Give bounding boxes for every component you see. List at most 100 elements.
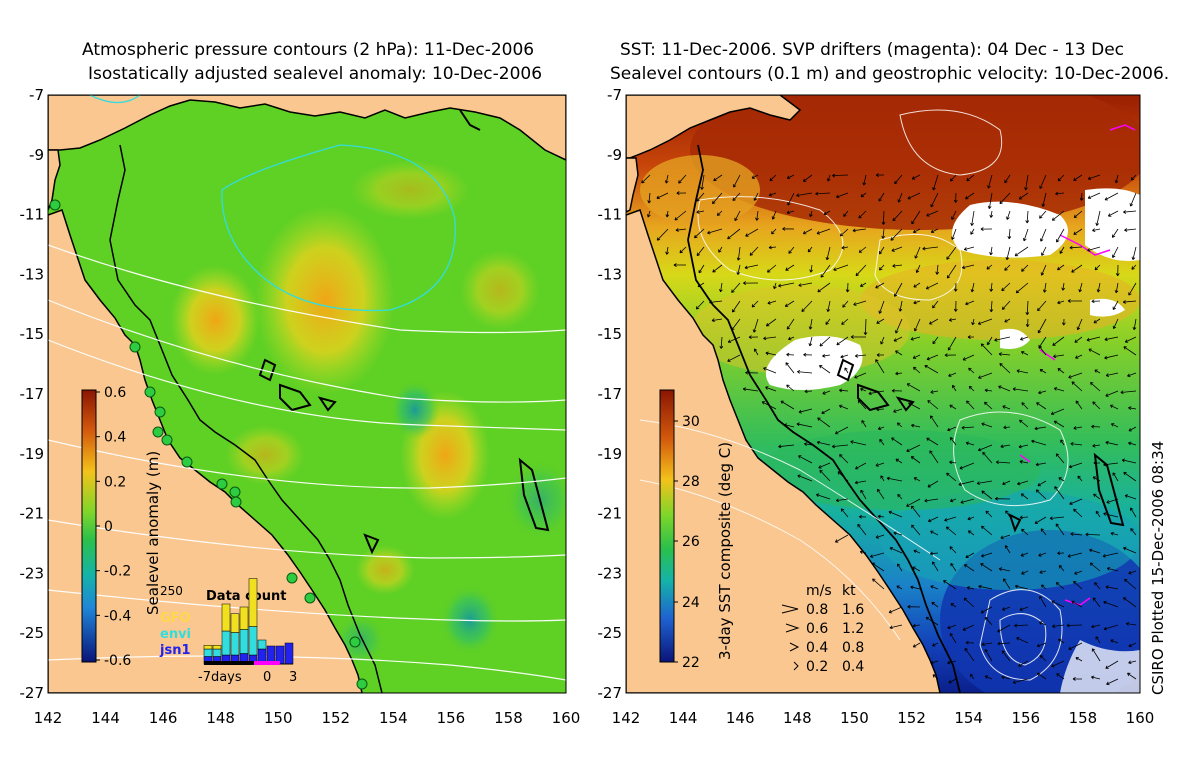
velocity-arrow	[925, 282, 939, 290]
velocity-arrow	[1071, 381, 1083, 392]
velocity-arrow	[1089, 548, 1101, 554]
left-y-tick-label: -11	[20, 206, 45, 224]
velocity-arrow	[1002, 405, 1011, 410]
velocity-arrow	[895, 458, 903, 464]
velocity-arrow	[1014, 246, 1029, 257]
velocity-arrow	[858, 210, 867, 219]
tide-gauge-station	[304, 592, 316, 604]
velocity-arrow	[930, 192, 939, 208]
velocity-arrow	[751, 300, 759, 308]
velocity-arrow	[1058, 565, 1065, 572]
left-shelf-contour	[109, 144, 383, 693]
velocity-arrow	[997, 641, 1011, 646]
velocity-arrow	[748, 335, 759, 340]
velocity-arrow	[1007, 228, 1012, 240]
velocity-arrow	[875, 282, 885, 289]
velocity-arrow	[1073, 174, 1083, 181]
velocity-arrow	[1067, 299, 1083, 303]
velocity-arrow	[802, 228, 813, 235]
velocity-arrow	[998, 352, 1011, 357]
velocity-arrow	[1001, 300, 1011, 310]
velocity-arrow	[984, 616, 993, 626]
data-count-bar-gfo	[248, 578, 258, 627]
velocity-arrow	[985, 510, 993, 518]
velocity-arrow	[1068, 372, 1083, 379]
velocity-arrow	[1131, 246, 1137, 260]
velocity-arrow	[879, 246, 885, 255]
right-x-tick-label: 158	[1069, 709, 1098, 727]
velocity-arrow	[1073, 580, 1083, 590]
left-title-line1: Atmospheric pressure contours (2 hPa): 1…	[82, 40, 535, 60]
left-x-tick-label: 150	[264, 709, 293, 727]
left-y-tick-label: -7	[29, 86, 44, 104]
velocity-arrow	[930, 415, 939, 428]
velocity-arrow	[981, 490, 993, 500]
velocity-arrow	[980, 563, 993, 572]
right-y-tick-label: -11	[598, 206, 623, 224]
velocity-arrow	[932, 336, 939, 345]
velocity-arrow	[1124, 336, 1137, 343]
velocity-arrow	[854, 372, 867, 379]
velocity-arrow	[1042, 282, 1047, 293]
velocity-arrow	[1035, 462, 1047, 467]
velocity-arrow	[930, 585, 939, 590]
velocity-arrow	[1112, 300, 1119, 310]
data-count-title: Data count	[206, 589, 286, 604]
velocity-legend-kt: 1.6	[842, 602, 864, 618]
velocity-arrow	[1128, 660, 1137, 665]
velocity-arrow	[935, 264, 940, 275]
right-x-tick-label: 148	[783, 709, 812, 727]
velocity-arrow	[839, 228, 849, 237]
velocity-arrow	[871, 562, 885, 572]
data-count-legend-gfo: GFO	[160, 611, 191, 626]
right-y-tick-label: -21	[598, 505, 623, 523]
velocity-arrow	[911, 210, 921, 225]
velocity-arrow	[825, 246, 831, 261]
velocity-arrow	[731, 282, 741, 293]
velocity-arrow	[895, 350, 903, 356]
velocity-arrow	[872, 578, 885, 590]
velocity-arrow	[834, 534, 849, 543]
velocity-arrow	[891, 246, 903, 252]
tide-gauge-station	[229, 486, 241, 498]
right-shelf-contour	[687, 144, 961, 693]
left-colorbar-tick-label: -0.2	[104, 564, 131, 580]
velocity-arrow	[1019, 419, 1029, 428]
velocity-arrow	[773, 282, 777, 290]
velocity-arrow	[1075, 354, 1083, 359]
velocity-arrow	[1091, 624, 1101, 629]
right-x-tick-label: 154	[954, 709, 983, 727]
velocity-arrow	[665, 246, 670, 255]
data-count-bar-envi	[257, 639, 267, 650]
velocity-arrow	[989, 246, 993, 256]
velocity-arrow	[965, 192, 975, 200]
velocity-arrow	[696, 246, 705, 257]
right-x-tick-label: 156	[1011, 709, 1040, 727]
velocity-arrow	[971, 318, 975, 326]
velocity-arrow	[930, 228, 939, 234]
data-count-timeline-black	[204, 661, 254, 665]
velocity-arrow	[1112, 246, 1119, 258]
tide-gauge-station	[216, 478, 228, 490]
velocity-arrow	[1061, 318, 1066, 326]
velocity-arrow	[897, 563, 903, 572]
velocity-arrow	[1105, 440, 1119, 446]
velocity-arrow	[1055, 191, 1065, 196]
data-count-xlabel-mid: 0	[263, 670, 271, 685]
velocity-legend-arrow	[793, 661, 799, 671]
velocity-arrow	[947, 336, 957, 351]
velocity-arrow	[965, 300, 975, 306]
velocity-arrow	[822, 353, 831, 358]
velocity-arrow	[809, 210, 813, 218]
data-count-bar-envi	[239, 629, 249, 654]
velocity-arrow	[989, 282, 994, 292]
left-y-tick-label: -27	[20, 684, 45, 702]
velocity-arrow	[889, 624, 903, 630]
velocity-arrow	[927, 516, 939, 523]
velocity-arrow	[1086, 336, 1101, 342]
velocity-arrow	[1003, 578, 1011, 590]
velocity-arrow	[1025, 318, 1030, 328]
data-count-bar-gfo	[221, 603, 231, 632]
velocity-arrow	[959, 462, 975, 470]
velocity-arrow	[1004, 318, 1011, 323]
